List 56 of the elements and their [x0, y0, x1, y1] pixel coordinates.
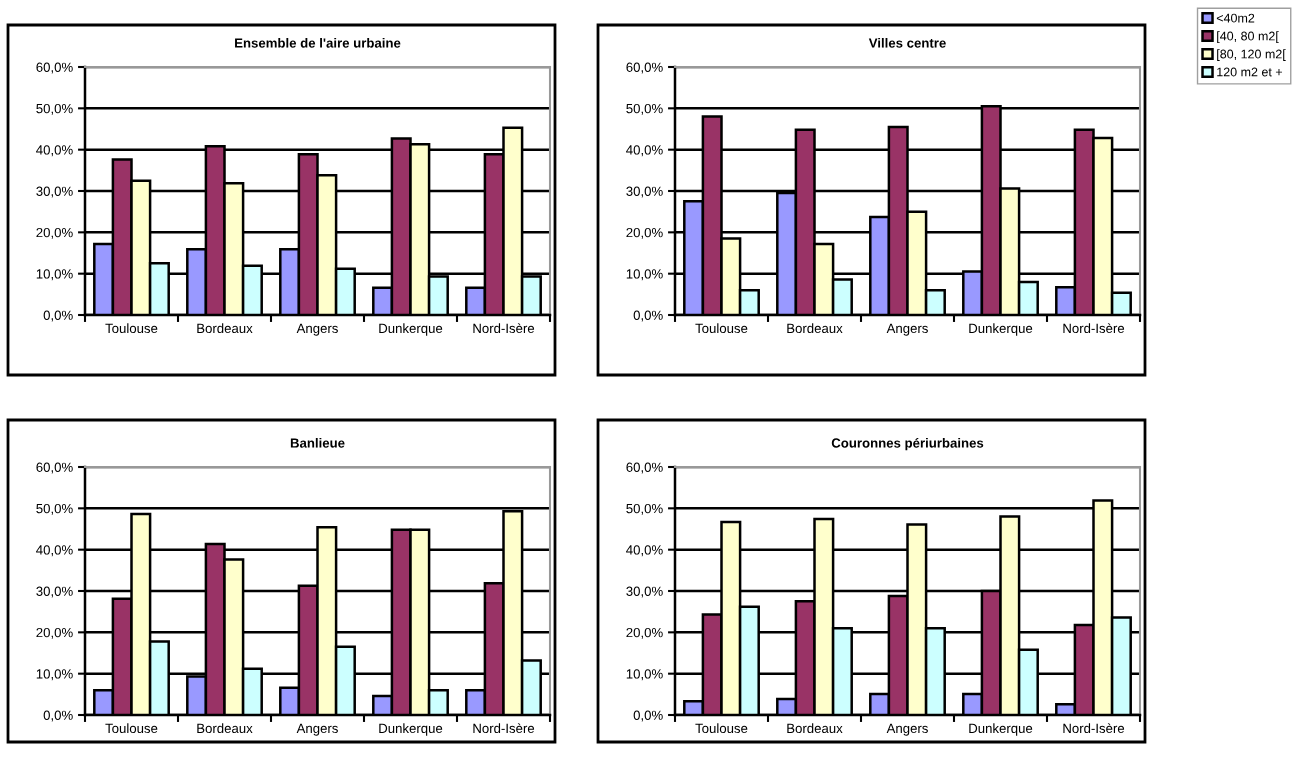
y-tick-label: 10,0% [626, 269, 663, 281]
y-tick-label: 60,0% [626, 62, 663, 74]
y-tick-label: 0,0% [43, 710, 73, 722]
x-tick-label: Angers [296, 723, 338, 736]
y-tick-label: 20,0% [36, 627, 73, 639]
y-tick-label: 50,0% [626, 103, 663, 115]
x-tick-label: Toulouse [695, 723, 748, 734]
x-tick-label: Bordeaux [787, 323, 843, 334]
x-tick-label: Angers [886, 723, 928, 736]
x-tick-label: Nord-Isère [1063, 723, 1125, 734]
x-tick-label: Angers [296, 323, 338, 336]
x-tick-label: Bordeaux [197, 723, 253, 734]
x-tick-label: Nord-Isère [473, 323, 535, 334]
x-tick-label: Nord-Isère [473, 723, 535, 734]
legend-label: 120 m2 et + [1217, 67, 1283, 77]
y-tick-label: 40,0% [626, 545, 663, 557]
y-tick-label: 10,0% [626, 669, 663, 681]
x-tick-label: Toulouse [105, 723, 158, 734]
x-tick-label: Angers [886, 323, 928, 336]
y-tick-label: 20,0% [36, 227, 73, 239]
y-tick-label: 30,0% [36, 186, 73, 198]
y-tick-label: 20,0% [626, 627, 663, 639]
y-tick-label: 10,0% [36, 269, 73, 281]
y-tick-label: 40,0% [626, 145, 663, 157]
legend-label: <40m2 [1216, 13, 1255, 23]
y-tick-label: 60,0% [36, 462, 73, 474]
y-tick-label: 50,0% [36, 503, 73, 515]
y-tick-label: 40,0% [36, 145, 73, 157]
x-tick-label: Toulouse [105, 323, 158, 334]
y-tick-label: 30,0% [626, 186, 663, 198]
y-tick-label: 20,0% [626, 227, 663, 239]
x-tick-label: Bordeaux [197, 323, 253, 334]
chart-title: Ensemble de l'aire urbaine [235, 37, 401, 48]
y-tick-label: 60,0% [36, 62, 73, 74]
x-tick-label: Dunkerque [379, 323, 443, 336]
y-tick-label: 40,0% [36, 545, 73, 557]
y-tick-label: 50,0% [36, 103, 73, 115]
legend-label: [40, 80 m2[ [1217, 31, 1279, 43]
y-tick-label: 60,0% [626, 462, 663, 474]
x-tick-label: Bordeaux [787, 723, 843, 734]
chart-title: Banlieue [290, 437, 345, 448]
y-tick-label: 0,0% [633, 310, 663, 322]
chart-title: Villes centre [868, 37, 946, 48]
x-tick-label: Toulouse [695, 323, 748, 334]
x-tick-label: Dunkerque [969, 323, 1033, 336]
y-tick-label: 50,0% [626, 503, 663, 515]
y-tick-label: 10,0% [36, 669, 73, 681]
x-tick-label: Dunkerque [969, 723, 1033, 736]
legend-label: [80, 120 m2[ [1217, 49, 1286, 61]
x-tick-label: Dunkerque [379, 723, 443, 736]
y-tick-label: 30,0% [626, 586, 663, 598]
x-tick-label: Nord-Isère [1063, 323, 1125, 334]
chart-title: Couronnes périurbaines [831, 437, 984, 451]
y-tick-label: 30,0% [36, 586, 73, 598]
y-tick-label: 0,0% [633, 710, 663, 722]
y-tick-label: 0,0% [43, 310, 73, 322]
